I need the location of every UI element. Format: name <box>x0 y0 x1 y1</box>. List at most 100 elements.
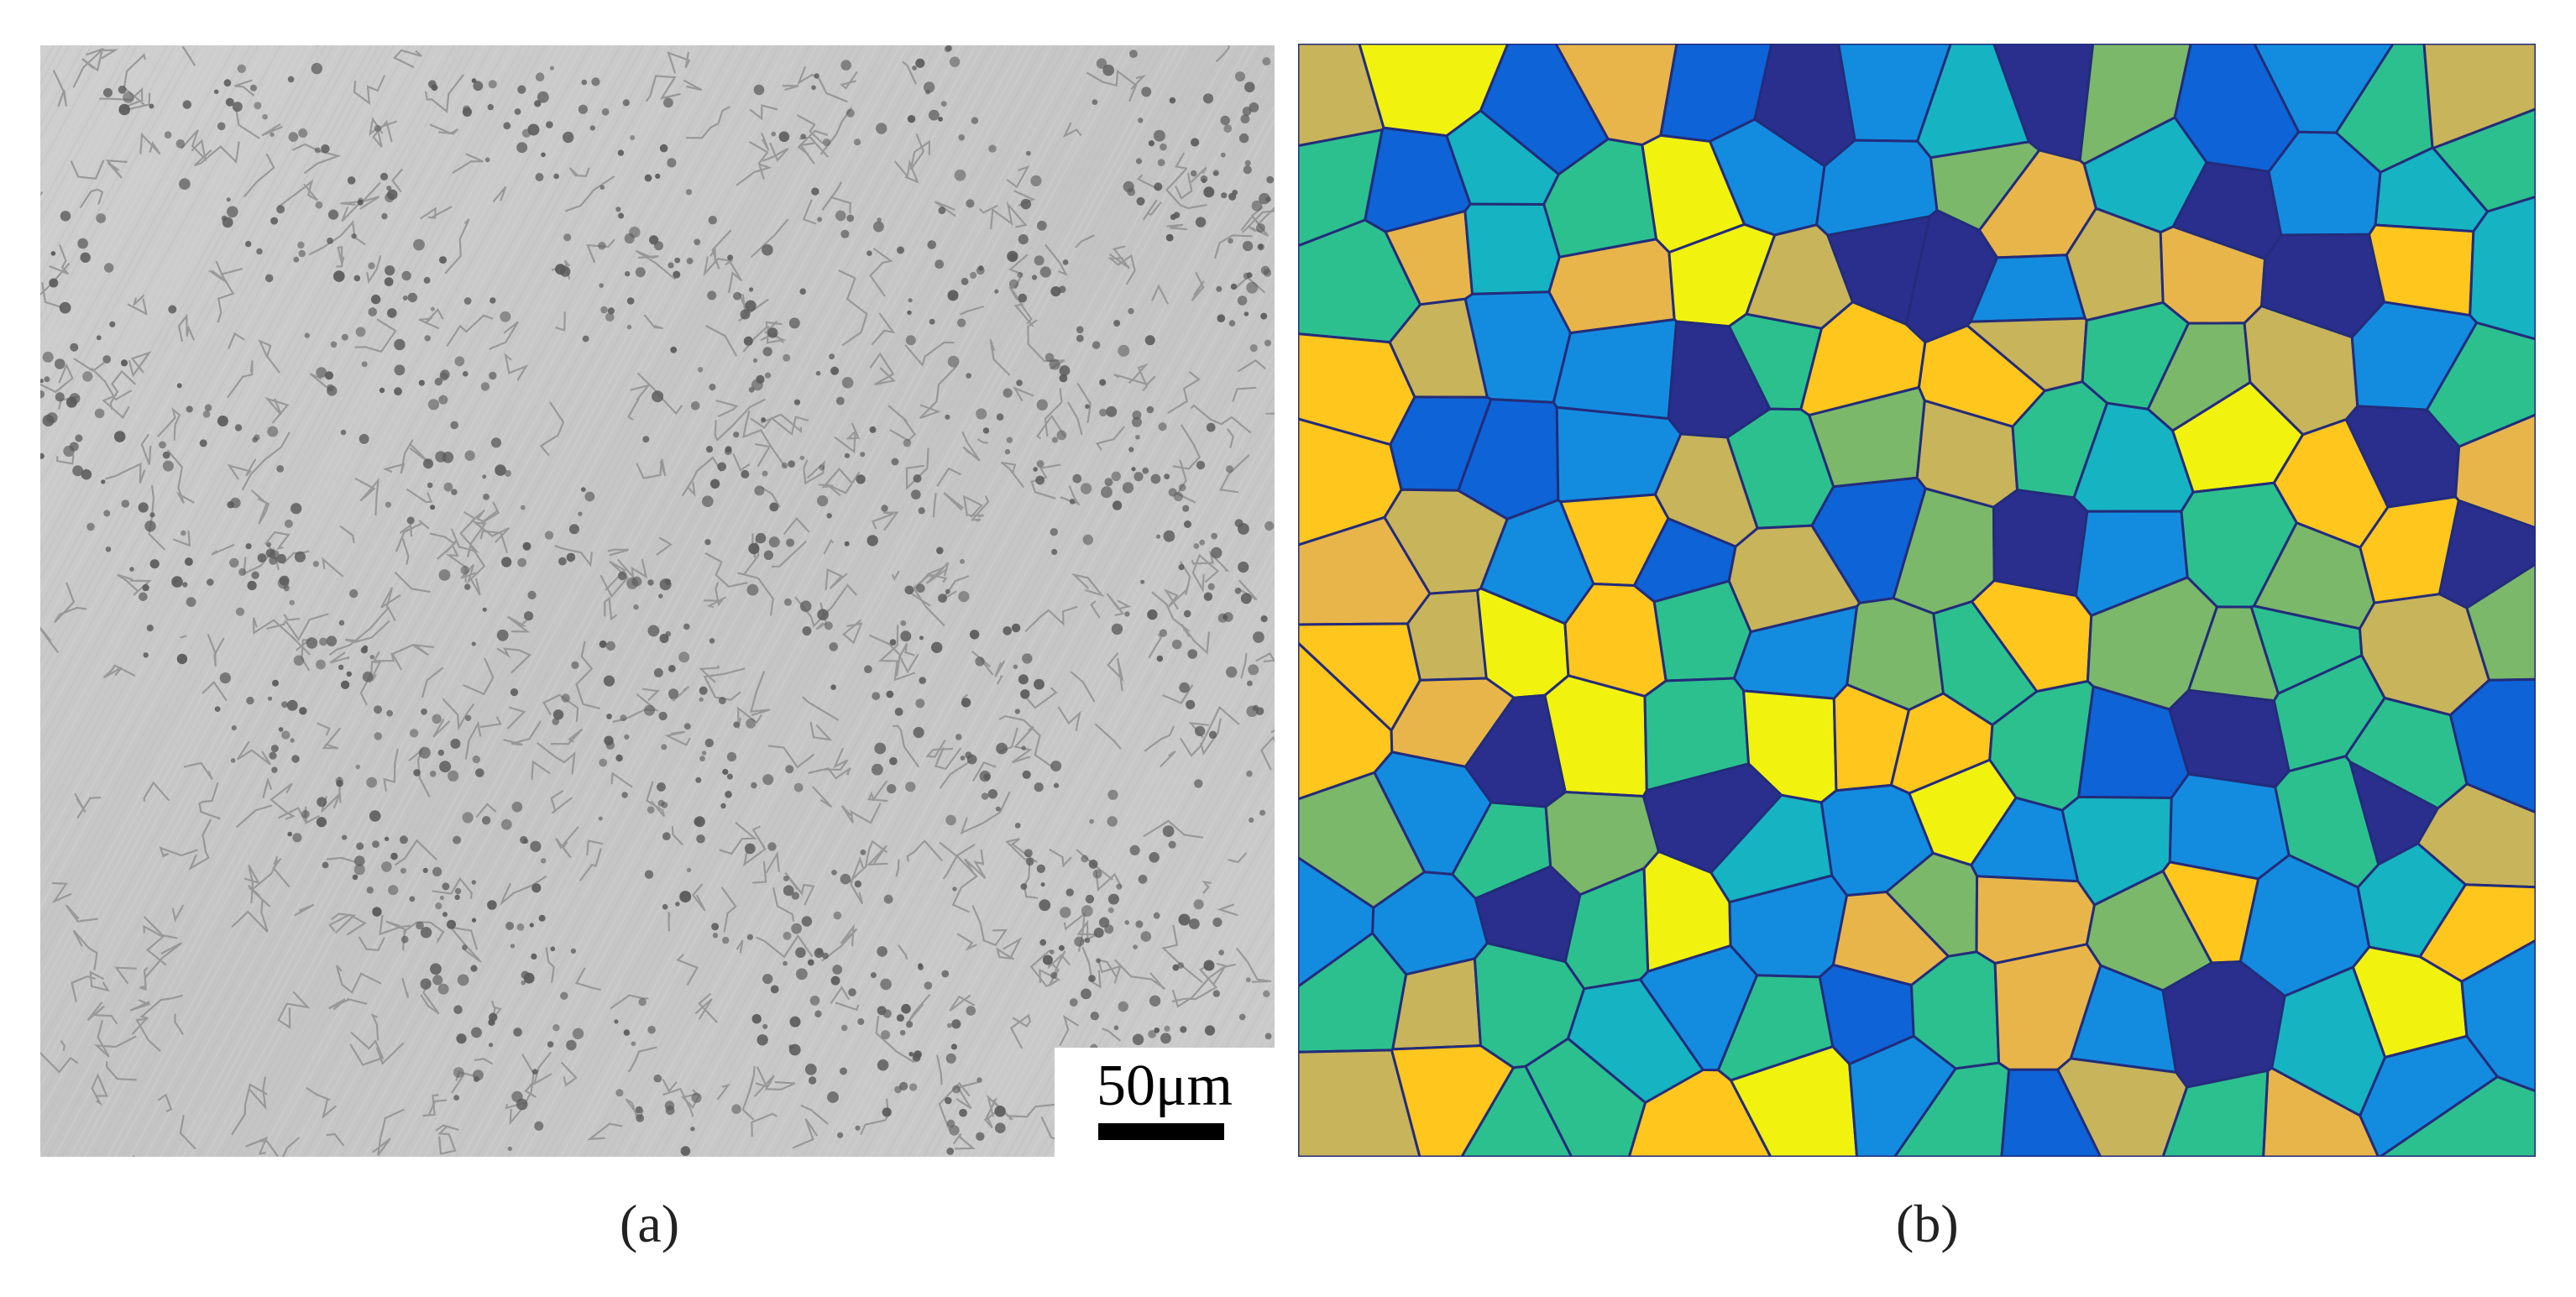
boundary-line <box>830 196 851 214</box>
particle <box>1223 124 1233 133</box>
particle <box>582 335 589 343</box>
particle <box>1042 954 1053 965</box>
particle <box>1206 422 1216 432</box>
particle <box>1243 165 1252 175</box>
boundary-line <box>989 339 1011 376</box>
particle <box>217 416 228 426</box>
particle <box>351 233 357 239</box>
particle <box>366 886 374 894</box>
particle <box>381 212 388 220</box>
particle <box>1128 447 1134 452</box>
particle <box>219 672 231 684</box>
boundary-line <box>452 153 484 175</box>
particle <box>1050 971 1058 979</box>
boundary-line <box>761 486 781 508</box>
boundary-line <box>128 92 151 111</box>
micrograph-panel: 50μm <box>40 45 1275 1157</box>
particle <box>1092 99 1098 105</box>
particle <box>456 1033 467 1044</box>
particle <box>605 641 616 651</box>
boundary-line <box>1191 271 1205 301</box>
boundary-line <box>1175 152 1188 170</box>
boundary-line <box>586 238 615 264</box>
particle <box>471 1027 482 1038</box>
particle <box>864 665 872 673</box>
particle <box>976 1077 982 1083</box>
particle <box>330 341 338 348</box>
particle <box>430 963 442 975</box>
boundary-line <box>1057 706 1081 731</box>
particle <box>77 238 88 249</box>
particle <box>511 801 523 813</box>
particle <box>453 1095 459 1101</box>
particle <box>1059 365 1071 376</box>
particle <box>1260 615 1268 623</box>
boundary-line <box>1075 234 1095 248</box>
particle <box>578 104 589 114</box>
particle <box>846 108 855 118</box>
boundary-line <box>188 818 212 871</box>
boundary-line <box>703 582 724 607</box>
particle <box>778 131 790 143</box>
boundary-line <box>1217 903 1238 917</box>
particle <box>380 172 389 180</box>
particle <box>1246 281 1259 294</box>
boundary-line <box>1171 962 1218 1003</box>
particle <box>1036 460 1045 468</box>
particle <box>705 446 714 453</box>
particle <box>1111 623 1123 635</box>
particle <box>231 725 237 731</box>
particle <box>745 300 757 312</box>
particle <box>846 214 855 222</box>
particle <box>995 806 1001 812</box>
particle <box>138 502 149 513</box>
particle <box>918 507 925 515</box>
particle <box>785 765 794 774</box>
particle <box>938 117 943 122</box>
particle <box>733 291 741 301</box>
boundary-line <box>1151 591 1191 631</box>
particle <box>1051 437 1058 443</box>
particle <box>833 911 842 920</box>
particle <box>186 405 193 413</box>
particle <box>615 1089 624 1097</box>
boundary-line <box>895 653 919 677</box>
particle <box>1118 344 1130 357</box>
particle <box>341 333 348 341</box>
boundary-line <box>962 494 984 518</box>
particle <box>976 408 987 420</box>
particle <box>1088 975 1096 982</box>
particle <box>894 708 903 716</box>
particle <box>1244 160 1251 166</box>
particle <box>427 399 439 411</box>
particle <box>860 849 867 855</box>
particle <box>80 252 91 263</box>
particle <box>718 697 726 704</box>
particle <box>1107 816 1118 827</box>
particle <box>550 946 556 952</box>
particle <box>213 89 219 95</box>
particle <box>1260 265 1270 275</box>
particle <box>678 651 690 663</box>
particle <box>1149 995 1161 1007</box>
particle <box>1096 958 1101 964</box>
boundary-line <box>421 667 444 698</box>
boundary-line <box>1036 414 1066 440</box>
particle <box>1104 924 1114 934</box>
boundary-line <box>1095 870 1123 892</box>
particle <box>686 867 692 873</box>
boundary-line <box>772 886 795 922</box>
particle <box>578 511 583 516</box>
particle <box>709 638 715 644</box>
particle <box>749 287 754 292</box>
particle <box>1053 782 1060 788</box>
particle <box>217 122 226 131</box>
particle <box>489 1043 494 1048</box>
boundary-line <box>359 661 382 706</box>
particle <box>1135 435 1140 440</box>
boundary-line <box>737 572 774 616</box>
particle <box>717 462 726 472</box>
particle <box>70 343 79 352</box>
particle <box>600 306 608 314</box>
boundary-line <box>1179 705 1240 757</box>
